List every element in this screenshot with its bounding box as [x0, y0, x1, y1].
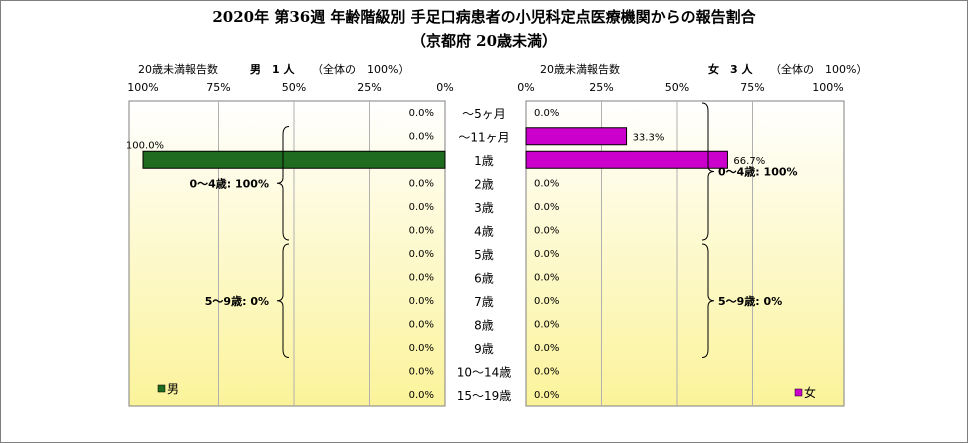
female-value-label: 0.0% [534, 296, 559, 307]
right-header-total: （全体の 100%） [770, 63, 868, 76]
right-header-count: 女 3 人 [708, 63, 753, 76]
right-group-label: 0～4歳: 100% [718, 165, 798, 179]
female-legend-label: 女 [804, 385, 816, 400]
female-value-label: 0.0% [534, 225, 559, 236]
male-value-label: 0.0% [409, 343, 434, 354]
category-label: 4歳 [474, 224, 494, 238]
male-legend-swatch [157, 384, 166, 393]
category-label: 2歳 [474, 177, 494, 191]
left-header-label: 20歳未満報告数 [138, 63, 218, 76]
male-value-label: 0.0% [409, 390, 434, 401]
left-header-count: 男 1 人 [250, 63, 295, 76]
left-plot-area [128, 100, 446, 407]
male-value-label: 0.0% [409, 249, 434, 260]
right-group-brace [701, 102, 715, 241]
right-x-tick-label: 0% [517, 81, 534, 94]
female-value-label: 0.0% [534, 366, 559, 377]
left-group-label: 0～4歳: 100% [189, 176, 269, 190]
female-value-label: 0.0% [534, 249, 559, 260]
female-value-label: 0.0% [534, 319, 559, 330]
category-label: 10～14歳 [457, 365, 512, 379]
female-value-label: 0.0% [534, 178, 559, 189]
female-value-label: 0.0% [534, 108, 559, 119]
male-value-label: 0.0% [409, 178, 434, 189]
male-value-label: 100.0% [126, 140, 164, 151]
male-value-label: 0.0% [409, 296, 434, 307]
male-value-label: 0.0% [409, 131, 434, 142]
category-label: 1歳 [474, 154, 494, 168]
right-group-label: 5～9歳: 0% [718, 294, 782, 308]
left-header-total: （全体の 100%） [312, 63, 410, 76]
left-group-brace [276, 126, 290, 241]
category-label: 6歳 [474, 271, 494, 285]
female-bar [525, 150, 728, 169]
male-value-label: 0.0% [409, 202, 434, 213]
left-x-tick-label: 25% [357, 81, 381, 94]
chart-title: 2020年 第36週 年齢階級別 手足口病患者の小児科定点医療機関からの報告割合 [212, 8, 756, 26]
category-label: 9歳 [474, 342, 494, 356]
male-legend-label: 男 [167, 382, 179, 396]
left-x-tick-label: 100% [127, 81, 158, 94]
right-x-tick-label: 75% [740, 81, 764, 94]
right-x-tick-label: 50% [665, 81, 689, 94]
left-x-tick-label: 75% [206, 81, 230, 94]
female-value-label: 33.3% [633, 132, 665, 143]
category-label: 8歳 [474, 318, 494, 332]
right-plot-area [525, 100, 845, 407]
category-label: 3歳 [474, 201, 494, 215]
left-group-brace [276, 243, 290, 358]
female-value-label: 0.0% [534, 390, 559, 401]
male-value-label: 0.0% [409, 366, 434, 377]
left-group-label: 5～9歳: 0% [205, 294, 269, 308]
male-value-label: 0.0% [409, 225, 434, 236]
male-value-label: 0.0% [409, 272, 434, 283]
category-label: 5歳 [474, 248, 494, 262]
category-label: 7歳 [474, 295, 494, 309]
female-legend-swatch [794, 388, 803, 397]
female-value-label: 66.7% [733, 156, 765, 167]
male-bar [142, 150, 446, 169]
female-bar [525, 127, 628, 146]
male-value-label: 0.0% [409, 319, 434, 330]
female-value-label: 0.0% [534, 272, 559, 283]
category-label: 15～19歳 [457, 389, 512, 403]
right-x-tick-label: 25% [589, 81, 613, 94]
right-x-tick-label: 100% [812, 81, 843, 94]
category-label: ～5ヶ月 [462, 107, 506, 121]
chart-subtitle: （京都府 20歳未満） [410, 32, 558, 50]
right-header-label: 20歳未満報告数 [540, 63, 620, 76]
category-label: ～11ヶ月 [458, 130, 509, 144]
female-value-label: 0.0% [534, 202, 559, 213]
left-x-tick-label: 50% [282, 81, 306, 94]
female-value-label: 0.0% [534, 343, 559, 354]
right-group-brace [701, 243, 715, 358]
left-x-tick-label: 0% [436, 81, 453, 94]
male-value-label: 0.0% [409, 108, 434, 119]
